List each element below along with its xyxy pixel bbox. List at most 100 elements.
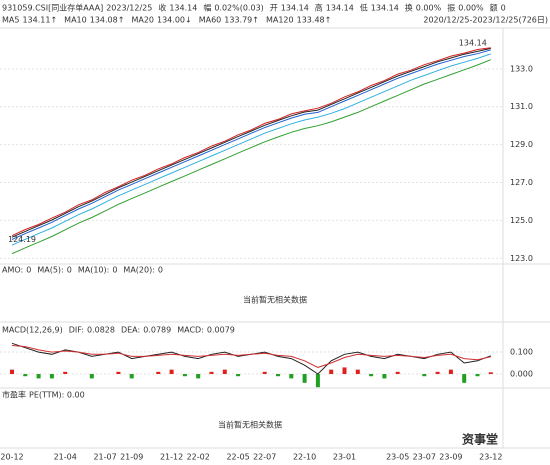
ma-label: MA120 — [266, 16, 294, 25]
macd-bar — [355, 369, 360, 375]
readout-label: DEA: — [121, 326, 140, 335]
low-label: 124.19 — [8, 235, 36, 244]
macd-bar — [462, 374, 467, 383]
macd-bar — [369, 374, 374, 377]
x-tick-label: 22-02 — [187, 453, 210, 462]
macd-bar — [488, 372, 493, 375]
x-tick-label: 23-09 — [439, 453, 462, 462]
quote-value: 0 — [501, 4, 506, 13]
readout-value: 0.0828 — [87, 326, 115, 335]
macd-bar — [36, 374, 41, 379]
quote-label: 低 — [360, 3, 368, 13]
quote-label: 振 — [447, 3, 455, 13]
ma-label: MA10 — [64, 16, 87, 25]
series-line — [11, 47, 491, 237]
macd-bar — [129, 374, 134, 379]
y-tick-label: 0.100 — [510, 348, 533, 357]
macd-bar — [262, 371, 267, 375]
series-line — [11, 49, 491, 240]
quote-label: 幅 — [203, 3, 211, 13]
macd-bar — [89, 374, 94, 379]
quote-label: 收 — [158, 3, 166, 13]
macd-bar — [209, 371, 214, 375]
watermark: 资事堂 — [462, 432, 498, 447]
series-line — [11, 345, 491, 368]
macd-bar — [23, 374, 28, 377]
x-tick-label: 23-05 — [386, 453, 409, 462]
x-tick-label: 21-07 — [93, 453, 116, 462]
ma-label: MA5 — [2, 16, 19, 25]
macd-bar — [236, 374, 241, 377]
macd-bar — [435, 371, 440, 375]
quote-label: 额 — [490, 3, 498, 13]
series-line — [11, 53, 491, 246]
macd-bar — [116, 371, 121, 375]
x-tick-label: 21-12 — [160, 453, 183, 462]
ma-label: MA60 — [199, 16, 222, 25]
macd-bar — [289, 374, 294, 379]
y-tick-label: 125.0 — [510, 216, 533, 225]
macd-bar — [10, 369, 14, 375]
readout-label: MA(20): — [123, 266, 155, 275]
y-tick-label: 133.0 — [510, 64, 533, 73]
macd-bar — [169, 369, 174, 375]
macd-bar — [156, 371, 161, 375]
readout-value: 0.0789 — [143, 326, 171, 335]
macd-bar — [276, 374, 280, 377]
macd-bar — [395, 371, 400, 375]
macd-bar — [63, 371, 68, 375]
x-tick-label: 23-07 — [413, 453, 436, 462]
x-tick-label: 23-12 — [479, 453, 502, 462]
x-tick-label: 22-10 — [293, 453, 316, 462]
y-tick-label: 131.0 — [510, 102, 533, 111]
empty-message: 当前暂无相关数据 — [218, 420, 282, 430]
readout-value: 0 — [67, 266, 72, 275]
macd-bar — [382, 374, 387, 379]
quote-value: 134.14 — [281, 4, 309, 13]
readout-label: AMO: — [2, 266, 23, 275]
quote-label: 高 — [315, 3, 323, 13]
quote-value: 134.14 — [326, 4, 354, 13]
readout-label: MACD: — [177, 326, 204, 335]
quote-value: 0.00% — [458, 4, 484, 13]
y-tick-label: 0.000 — [510, 370, 533, 379]
code: 931059.CSI[同业存单AAA] — [2, 3, 103, 13]
readout-value: 0 — [158, 266, 163, 275]
high-label: 134.14 — [459, 39, 487, 48]
quote-value: 0.02%(0.03) — [214, 4, 263, 13]
ma-value: 134.08↑ — [90, 16, 125, 25]
macd-bar — [448, 369, 453, 375]
x-tick-label: 20-12 — [0, 453, 23, 462]
macd-bar — [302, 374, 307, 383]
ma-value: 134.11↑ — [22, 16, 57, 25]
empty-message: 当前暂无相关数据 — [243, 295, 307, 305]
ma-value: 134.00↓ — [157, 16, 192, 25]
ma-label: MA20 — [131, 16, 154, 25]
quote-value: 134.14 — [371, 4, 399, 13]
readout-label: 市盈率 — [2, 390, 26, 400]
quote-label: 开 — [270, 4, 278, 13]
ma-value: 133.48↑ — [297, 16, 332, 25]
x-tick-label: 22-07 — [253, 453, 276, 462]
readout-value: 0.0079 — [207, 326, 235, 335]
readout-value: 0 — [112, 266, 117, 275]
macd-bar — [342, 367, 347, 375]
macd-bar — [196, 374, 201, 379]
x-tick-label: 23-01 — [333, 453, 356, 462]
macd-bar — [329, 369, 334, 375]
y-tick-label: 123.0 — [510, 254, 533, 263]
macd-bar — [182, 374, 187, 377]
macd-bar — [315, 374, 320, 388]
quote-label: 换 — [405, 3, 413, 13]
readout-label: DIF: — [69, 326, 84, 335]
y-tick-label: 129.0 — [510, 140, 533, 149]
x-tick-label: 21-04 — [54, 453, 77, 462]
readout-value: 0 — [26, 266, 31, 275]
readout-label: MA(10): — [78, 266, 110, 275]
macd-bar — [49, 374, 54, 379]
series-line — [11, 47, 491, 238]
readout-value: PE(TTM): 0.00 — [29, 391, 85, 400]
macd-bar — [475, 374, 480, 377]
y-tick-label: 127.0 — [510, 178, 533, 187]
